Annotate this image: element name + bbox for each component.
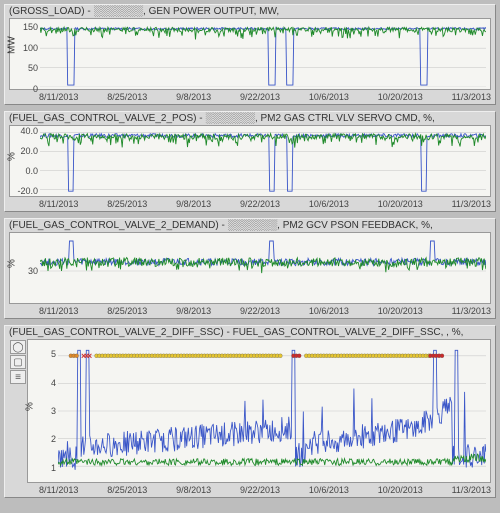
plot	[58, 342, 486, 480]
chart-area: %-20.00.020.040.0	[9, 125, 491, 197]
chart-tool-button[interactable]: ▢	[10, 355, 26, 369]
x-tick: 8/25/2013	[107, 199, 147, 209]
x-tick: 11/3/2013	[452, 199, 491, 209]
x-tick: 9/8/2013	[176, 199, 211, 209]
y-tick: 150	[23, 22, 38, 32]
x-tick: 8/11/2013	[39, 199, 78, 209]
x-axis: 8/11/2013 8/25/2013 9/8/2013 9/22/2013 10/6/…	[5, 306, 495, 318]
chart-area: %12345◯▢≡	[27, 339, 491, 483]
panel-title: (FUEL_GAS_CONTROL_VALVE_2_DEMAND) - ░░░░…	[5, 219, 495, 232]
panel-title: (FUEL_GAS_CONTROL_VALVE_2_POS) - ░░░░░░░…	[5, 112, 495, 125]
x-axis: 8/11/2013 8/25/2013 9/8/2013 9/22/2013 10/6/…	[5, 92, 495, 104]
x-tick: 8/11/2013	[39, 92, 78, 102]
x-tick: 9/8/2013	[176, 306, 211, 316]
y-tick: 2	[51, 434, 56, 444]
panel-p2: (FUEL_GAS_CONTROL_VALVE_2_POS) - ░░░░░░░…	[4, 111, 496, 212]
panel-p3: (FUEL_GAS_CONTROL_VALVE_2_DEMAND) - ░░░░…	[4, 218, 496, 319]
y-axis: 050100150	[10, 19, 40, 89]
x-tick: 8/25/2013	[107, 306, 147, 316]
x-tick: 9/22/2013	[240, 306, 280, 316]
chart-tool-button[interactable]: ◯	[10, 340, 26, 354]
y-tick: 0.0	[25, 166, 38, 176]
x-tick: 8/11/2013	[39, 306, 78, 316]
chart-tool-icons: ◯▢≡	[10, 340, 26, 385]
y-tick: 1	[51, 463, 56, 473]
x-tick: 11/3/2013	[452, 92, 491, 102]
x-tick: 10/20/2013	[378, 92, 423, 102]
y-tick: 0	[33, 84, 38, 94]
x-tick: 9/22/2013	[240, 92, 280, 102]
x-tick: 9/8/2013	[176, 485, 211, 495]
panel-title: (GROSS_LOAD) - ░░░░░░░, GEN POWER OUTPUT…	[5, 5, 495, 18]
x-tick: 10/6/2013	[309, 199, 349, 209]
x-tick: 9/8/2013	[176, 92, 211, 102]
y-tick: 30	[28, 266, 38, 276]
plot	[40, 128, 486, 194]
x-tick: 10/20/2013	[378, 485, 423, 495]
x-axis: 8/11/2013 8/25/2013 9/8/2013 9/22/2013 10/6/…	[5, 485, 495, 497]
x-tick: 8/25/2013	[107, 485, 147, 495]
plot	[40, 21, 486, 87]
y-tick: 50	[28, 63, 38, 73]
x-tick: 10/20/2013	[378, 199, 423, 209]
y-tick: 4	[51, 378, 56, 388]
x-tick: 10/20/2013	[378, 306, 423, 316]
panel-p4: (FUEL_GAS_CONTROL_VALVE_2_DIFF_SSC) - FU…	[4, 325, 496, 498]
x-tick: 8/11/2013	[39, 485, 78, 495]
y-axis: 30	[10, 233, 40, 303]
y-tick: 3	[51, 406, 56, 416]
x-tick: 10/6/2013	[309, 485, 349, 495]
y-axis: -20.0 0.0 20.0 40.0	[10, 126, 40, 196]
y-tick: -20.0	[17, 186, 38, 196]
y-tick: 5	[51, 349, 56, 359]
x-tick: 11/3/2013	[452, 306, 491, 316]
y-tick: 40.0	[20, 126, 38, 136]
y-tick: 100	[23, 43, 38, 53]
x-tick: 10/6/2013	[309, 306, 349, 316]
x-tick: 9/22/2013	[240, 199, 280, 209]
y-axis: 1 2 3 4 5	[28, 340, 58, 482]
x-tick: 9/22/2013	[240, 485, 280, 495]
plot	[40, 235, 486, 301]
y-tick: 20.0	[20, 146, 38, 156]
x-tick: 10/6/2013	[309, 92, 349, 102]
panel-title: (FUEL_GAS_CONTROL_VALVE_2_DIFF_SSC) - FU…	[5, 326, 495, 339]
chart-tool-button[interactable]: ≡	[10, 370, 26, 384]
chart-area: MW050100150	[9, 18, 491, 90]
x-axis: 8/11/2013 8/25/2013 9/8/2013 9/22/2013 10/6/…	[5, 199, 495, 211]
chart-area: %30	[9, 232, 491, 304]
x-tick: 11/3/2013	[452, 485, 491, 495]
panel-p1: (GROSS_LOAD) - ░░░░░░░, GEN POWER OUTPUT…	[4, 4, 496, 105]
x-tick: 8/25/2013	[107, 92, 147, 102]
